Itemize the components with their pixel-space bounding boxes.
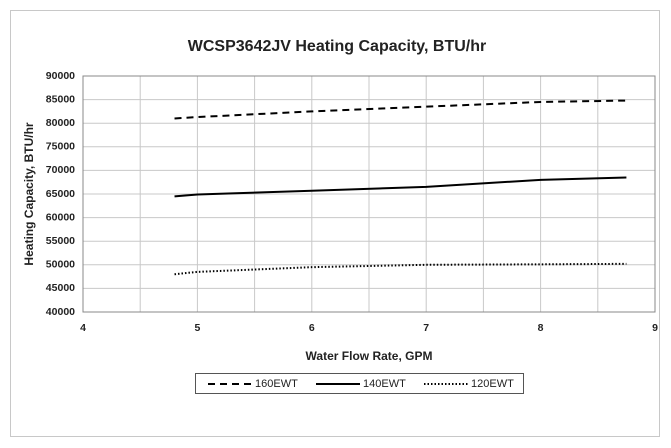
x-tick-label: 4 (80, 322, 86, 334)
y-tick-label: 60000 (46, 211, 75, 223)
legend-label: 140EWT (363, 378, 406, 390)
x-tick-label: 8 (538, 322, 544, 334)
y-tick-label: 70000 (46, 164, 75, 176)
y-tick-label: 40000 (46, 306, 75, 318)
chart-frame (10, 10, 660, 437)
x-tick-label: 6 (309, 322, 315, 334)
y-tick-label: 65000 (46, 188, 75, 200)
y-tick-label: 55000 (46, 235, 75, 247)
y-tick-label: 90000 (46, 70, 75, 82)
legend-label: 120EWT (471, 378, 514, 390)
y-tick-label: 45000 (46, 282, 75, 294)
chart-title: WCSP3642JV Heating Capacity, BTU/hr (188, 38, 486, 55)
y-tick-label: 85000 (46, 93, 75, 105)
legend-label: 160EWT (255, 378, 298, 390)
x-axis-label: Water Flow Rate, GPM (306, 349, 433, 363)
y-tick-label: 75000 (46, 141, 75, 153)
x-tick-label: 7 (423, 322, 429, 334)
y-tick-label: 50000 (46, 259, 75, 271)
x-tick-label: 5 (194, 322, 200, 334)
series-line (174, 176, 627, 198)
y-axis-label: Heating Capacity, BTU/hr (22, 122, 36, 265)
series-line (174, 99, 627, 120)
plot-border (82, 75, 656, 313)
y-tick-label: 80000 (46, 117, 75, 129)
x-tick-label: 9 (652, 322, 658, 334)
